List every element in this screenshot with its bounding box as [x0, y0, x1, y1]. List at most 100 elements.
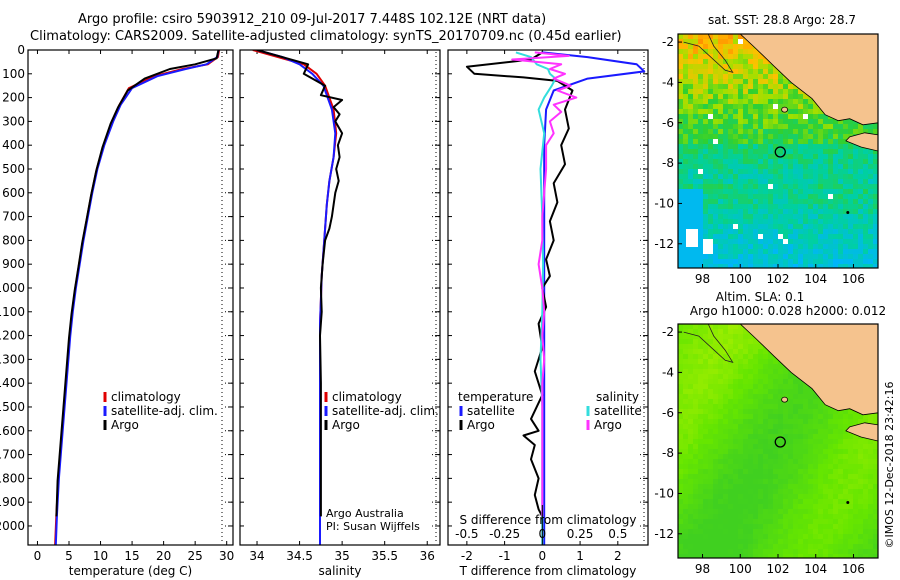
map-cell [743, 519, 749, 525]
map-cell [748, 529, 754, 535]
map-cell [753, 154, 759, 160]
map-cell [748, 264, 754, 268]
land-java [845, 422, 878, 442]
map-cell [763, 209, 769, 215]
map-cell [848, 519, 854, 525]
map-cell [853, 184, 859, 190]
map-cell [713, 419, 719, 425]
map-cell [698, 209, 704, 215]
map-cell [773, 489, 779, 495]
map-cell [833, 504, 839, 510]
map-cell [803, 524, 809, 530]
map-cell [838, 164, 844, 170]
map-cell [838, 119, 844, 125]
map-cell [738, 439, 744, 445]
map-cell [723, 219, 729, 225]
map-cell [803, 529, 809, 535]
map-cell [783, 219, 789, 225]
map-cell [738, 519, 744, 525]
map-cell [858, 199, 864, 205]
map-cell [678, 214, 684, 220]
map-cell [848, 549, 854, 555]
x-tick-label: 35.5 [371, 549, 398, 563]
map-cell [823, 409, 829, 415]
map-cell [773, 464, 779, 470]
map-cell [798, 159, 804, 165]
map-cell [793, 509, 799, 515]
map-cell [688, 549, 694, 555]
map-cell [698, 519, 704, 525]
map-cell [738, 199, 744, 205]
map-cell [803, 104, 809, 110]
map-cell [808, 519, 814, 525]
map-cell [773, 524, 779, 530]
map-cell [808, 179, 814, 185]
dotted-grid [432, 49, 439, 543]
map-cell [718, 144, 724, 150]
map-cell [693, 324, 699, 330]
map-cell [723, 424, 729, 430]
map-cell [678, 549, 684, 555]
map-cell [723, 449, 729, 455]
map-cell [748, 464, 754, 470]
map-cell [803, 444, 809, 450]
map-cell [833, 429, 839, 435]
map-cell [738, 204, 744, 210]
map-cell [813, 184, 819, 190]
map-cell [723, 49, 729, 55]
map-cell [848, 194, 854, 200]
map-cell [778, 264, 784, 268]
map-cell [713, 549, 719, 555]
map-cell [863, 459, 869, 465]
map-cell [848, 149, 854, 155]
map-cell [758, 224, 764, 230]
map-cell [773, 119, 779, 125]
map-cell [838, 539, 844, 545]
map-cell [718, 399, 724, 405]
map-cell [783, 469, 789, 475]
map-cell [853, 529, 859, 535]
map-cell [693, 554, 699, 558]
map-cell [718, 459, 724, 465]
map-cell [848, 159, 854, 165]
map-cell [863, 524, 869, 530]
map-cell [688, 469, 694, 475]
map-cell [793, 134, 799, 140]
map-cell [718, 109, 724, 115]
map-cell [873, 249, 878, 255]
map-cell [843, 544, 849, 550]
map-cell [833, 439, 839, 445]
map-cell [788, 469, 794, 475]
map-cell [753, 409, 759, 415]
map-cell [723, 489, 729, 495]
map-cell [773, 189, 779, 195]
map-cell [798, 224, 804, 230]
map-cell [868, 484, 874, 490]
map-cell [728, 534, 734, 540]
map-cell [813, 179, 819, 185]
map-cell [683, 164, 689, 170]
map-cell [713, 204, 719, 210]
map-cell [778, 404, 784, 410]
coastline [683, 324, 734, 363]
map-cell [853, 434, 859, 440]
map-cell [708, 194, 714, 200]
map-cell [818, 449, 824, 455]
map-cell [803, 214, 809, 220]
y-tick-label: 1400 [0, 376, 25, 390]
map-cell [848, 529, 854, 535]
map-cell [733, 169, 739, 175]
map-cell [758, 454, 764, 460]
map-cell [753, 549, 759, 555]
map-cell [873, 234, 878, 240]
map-cell [723, 209, 729, 215]
map-cell [678, 414, 684, 420]
map-cell [693, 159, 699, 165]
map-cell [818, 409, 824, 415]
map-cell [698, 179, 704, 185]
map-cell [693, 349, 699, 355]
map-cell [738, 254, 744, 260]
map-cell [678, 159, 684, 165]
map-cell [698, 99, 704, 105]
map-cell [758, 479, 764, 485]
